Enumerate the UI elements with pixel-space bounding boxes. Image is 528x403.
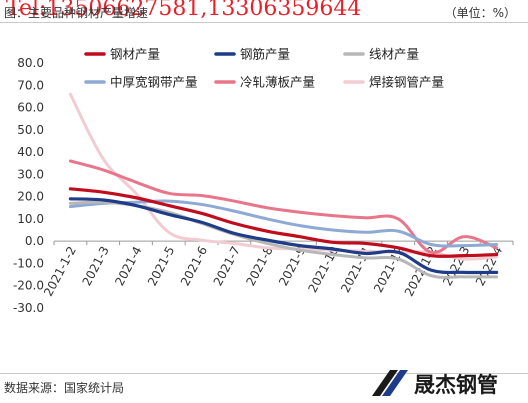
x-tick-label: 2021-5 bbox=[145, 244, 177, 288]
y-tick-label: -20.0 bbox=[13, 279, 44, 293]
footer-divider bbox=[0, 373, 528, 374]
x-tick-label: 2021-1-2 bbox=[41, 244, 79, 299]
y-tick-label: 50.0 bbox=[17, 123, 44, 137]
y-tick-label: -10.0 bbox=[13, 256, 44, 270]
legend-label-coldrolled: 冷轧薄板产量 bbox=[240, 75, 315, 90]
y-tick-label: -30.0 bbox=[13, 301, 44, 315]
header-divider bbox=[0, 22, 528, 23]
series-lines bbox=[68, 92, 499, 279]
y-tick-label: 70.0 bbox=[17, 78, 44, 92]
y-tick-label: 0.0 bbox=[25, 234, 44, 248]
legend-label-rebar: 钢筋产量 bbox=[240, 47, 290, 62]
x-tick-label: 2022-3 bbox=[440, 244, 472, 288]
y-axis-ticks: 80.0 70.0 60.0 50.0 40.0 30.0 20.0 10.0 0.0 -10.0… bbox=[13, 56, 44, 315]
series-line-steel bbox=[68, 187, 499, 258]
legend-label-plate: 中厚宽钢带产量 bbox=[110, 75, 198, 90]
legend-label-wire: 线材产量 bbox=[369, 47, 419, 62]
series-line-coldrolled bbox=[68, 159, 499, 255]
y-tick-label: 40.0 bbox=[17, 145, 44, 159]
unit-label: （单位：%） bbox=[444, 6, 516, 20]
contact-watermark: Tel:13506627581,13306359644 bbox=[6, 0, 362, 21]
y-tick-label: 10.0 bbox=[17, 212, 44, 226]
x-tick-label: 2021-7 bbox=[211, 244, 243, 288]
legend-label-weldedpipe: 焊接钢管产量 bbox=[369, 75, 444, 90]
x-tick-label: 2021-3 bbox=[80, 244, 112, 288]
chart-title: 图：主要品种钢材产量增速 bbox=[4, 6, 149, 20]
x-tick-label: 2021-4 bbox=[112, 244, 144, 288]
x-tick-label: 2022-4 bbox=[473, 244, 505, 288]
logo-mark-icon bbox=[372, 370, 408, 396]
y-tick-label: 80.0 bbox=[17, 56, 44, 70]
x-tick-label: 2021-8 bbox=[243, 244, 275, 288]
y-tick-label: 30.0 bbox=[17, 167, 44, 181]
x-tick-label: 2021-6 bbox=[178, 244, 210, 288]
y-tick-label: 20.0 bbox=[17, 190, 44, 204]
legend-label-steel: 钢材产量 bbox=[110, 47, 160, 62]
data-source: 数据来源：国家统计局 bbox=[4, 381, 125, 395]
series-line-plate bbox=[68, 199, 499, 248]
logo-text: 晟杰钢管 bbox=[414, 373, 498, 397]
series-line-rebar bbox=[68, 197, 499, 275]
y-tick-label: 60.0 bbox=[17, 101, 44, 115]
company-logo: 晟杰钢管 bbox=[372, 370, 498, 397]
